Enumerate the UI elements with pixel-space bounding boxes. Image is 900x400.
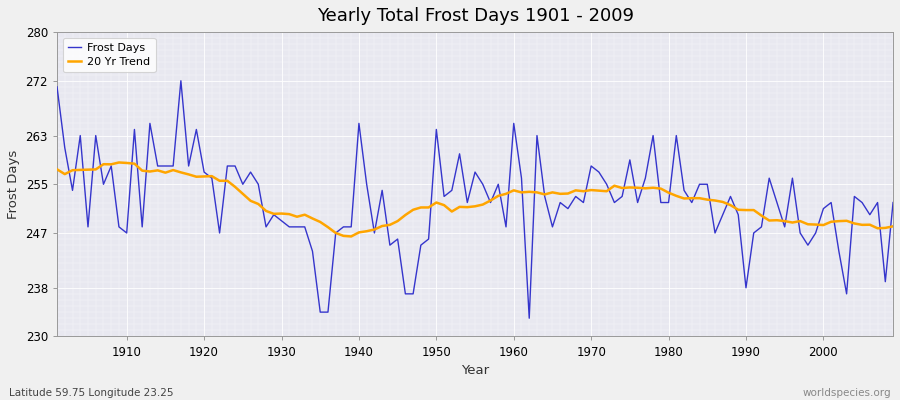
- Frost Days: [338, 224, 349, 229]
- 20 Yr Trend: [51, 167, 62, 172]
- 20 Yr Trend: [887, 224, 898, 229]
- Frost Days: [113, 224, 124, 229]
- Frost Days: [887, 200, 898, 205]
- Frost Days: [508, 121, 519, 126]
- Line: Frost Days: Frost Days: [57, 81, 893, 318]
- 20 Yr Trend: [524, 190, 535, 194]
- Title: Yearly Total Frost Days 1901 - 2009: Yearly Total Frost Days 1901 - 2009: [317, 7, 634, 25]
- 20 Yr Trend: [122, 160, 132, 165]
- X-axis label: Year: Year: [461, 364, 489, 377]
- 20 Yr Trend: [516, 190, 526, 195]
- 20 Yr Trend: [338, 234, 349, 238]
- 20 Yr Trend: [113, 160, 124, 165]
- Legend: Frost Days, 20 Yr Trend: Frost Days, 20 Yr Trend: [63, 38, 156, 72]
- Frost Days: [516, 176, 526, 180]
- 20 Yr Trend: [616, 186, 627, 190]
- Y-axis label: Frost Days: Frost Days: [7, 150, 20, 219]
- Frost Days: [176, 78, 186, 83]
- Text: Latitude 59.75 Longitude 23.25: Latitude 59.75 Longitude 23.25: [9, 388, 174, 398]
- 20 Yr Trend: [292, 214, 302, 219]
- Line: 20 Yr Trend: 20 Yr Trend: [57, 162, 893, 236]
- Frost Days: [616, 194, 627, 199]
- Frost Days: [51, 84, 62, 89]
- Text: worldspecies.org: worldspecies.org: [803, 388, 891, 398]
- Frost Days: [524, 316, 535, 321]
- Frost Days: [292, 224, 302, 229]
- 20 Yr Trend: [346, 234, 356, 239]
